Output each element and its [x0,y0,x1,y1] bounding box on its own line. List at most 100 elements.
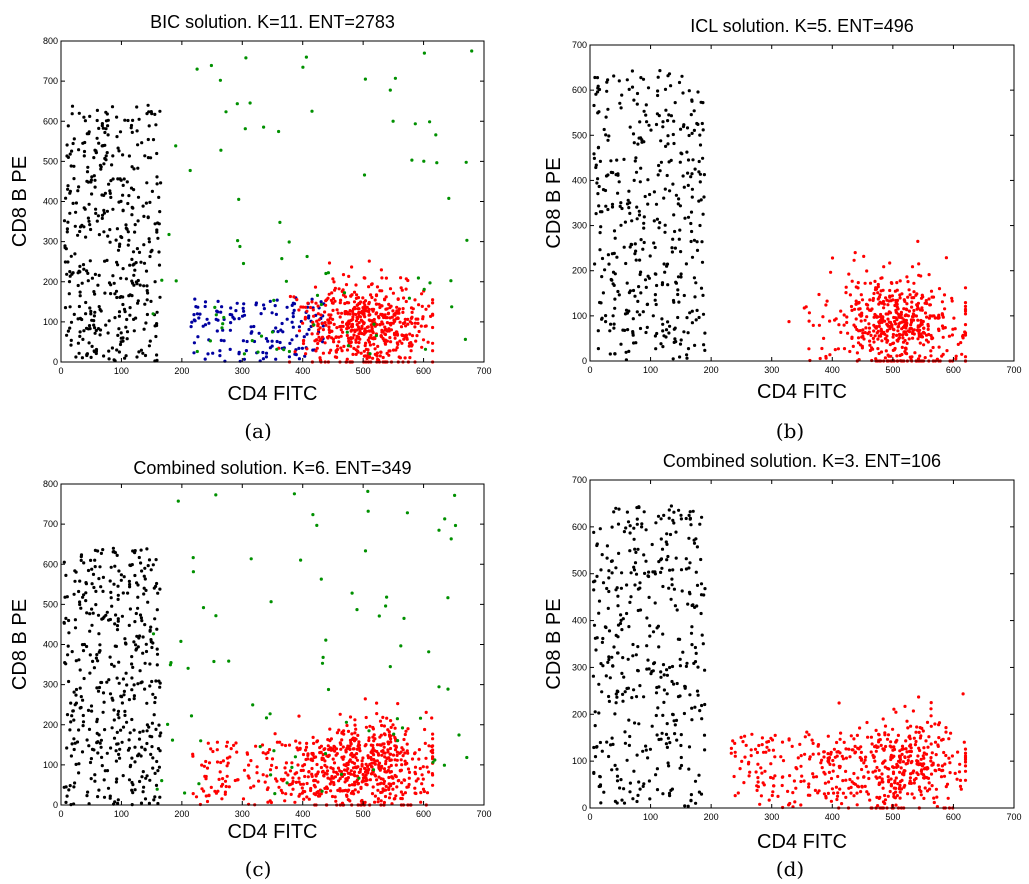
data-point [389,321,393,325]
data-point [400,288,404,292]
data-point [140,745,144,749]
data-point [399,796,403,801]
data-point [72,177,76,181]
data-point [307,797,311,801]
data-point [344,720,348,724]
data-point [115,777,119,781]
data-point [922,746,926,750]
data-point [192,341,196,345]
data-point [394,348,398,352]
data-point [656,173,660,177]
data-point [137,117,141,121]
data-point [671,298,676,303]
data-point [226,761,230,765]
data-point [268,299,272,303]
data-point [796,756,800,760]
data-point [666,142,670,146]
y-tick-label: 700 [43,76,58,86]
data-point [595,574,599,579]
data-point [685,661,689,665]
data-point [380,723,384,728]
data-point [611,270,616,274]
data-point [638,684,642,688]
data-point [305,781,309,786]
data-point [353,305,357,310]
data-point [905,275,909,279]
data-point [431,732,435,736]
data-point [142,586,146,590]
data-point [607,754,611,759]
data-point [219,310,223,314]
data-point [297,325,301,329]
data-point [959,787,963,791]
data-point [338,712,342,716]
data-point [124,642,128,646]
data-point [963,286,968,290]
data-point [352,346,356,350]
data-point [937,287,942,291]
panel-caption: (d) [776,857,804,881]
data-point [829,776,834,781]
data-point [833,348,837,352]
data-point [386,728,390,732]
data-point [72,785,76,789]
data-point [848,293,853,297]
data-point [703,331,707,335]
data-point [637,136,641,140]
data-point [699,100,703,104]
data-point [212,659,216,664]
data-point [678,637,682,642]
data-point [157,222,161,226]
data-point [925,301,929,306]
data-point [690,98,694,102]
data-point [259,334,264,338]
data-point [85,132,89,136]
data-point [765,745,769,749]
data-point [364,330,368,334]
chart-panel-4: 0 100 200 300 400 500 600 700010020030040050060… [543,451,1022,881]
data-point [430,716,434,720]
data-point [703,348,707,352]
data-point [756,780,760,784]
data-point [128,585,132,589]
data-point [96,283,100,287]
data-point [677,80,682,85]
data-point [891,332,896,337]
data-point [376,788,380,792]
data-point [391,119,395,123]
data-point [910,792,914,796]
data-point [237,350,241,354]
data-point [651,630,656,634]
data-point [81,649,86,653]
data-point [344,322,349,326]
data-point [215,760,220,764]
data-point [858,726,862,730]
data-point [90,623,94,627]
data-point [241,797,246,801]
panel-caption: (a) [244,419,272,443]
data-point [373,762,377,766]
data-point [420,773,424,777]
data-point [112,736,117,740]
data-point [145,284,149,288]
y-tick-label: 0 [582,356,587,366]
data-point [310,766,314,771]
data-point [929,756,933,760]
y-tick-label: 800 [43,479,58,489]
data-point [889,745,893,749]
data-point [929,354,933,358]
data-point [904,326,908,330]
data-point [270,339,274,343]
data-point [899,312,903,317]
y-axis-label: CD8 B PE [9,599,31,690]
data-point [248,101,252,105]
data-point [690,187,695,191]
data-point [105,112,109,116]
data-point [241,339,245,343]
data-point [73,224,77,228]
data-point [920,764,925,768]
data-point [310,109,314,113]
data-point [619,778,623,782]
data-point [343,780,347,784]
data-point [331,757,335,761]
